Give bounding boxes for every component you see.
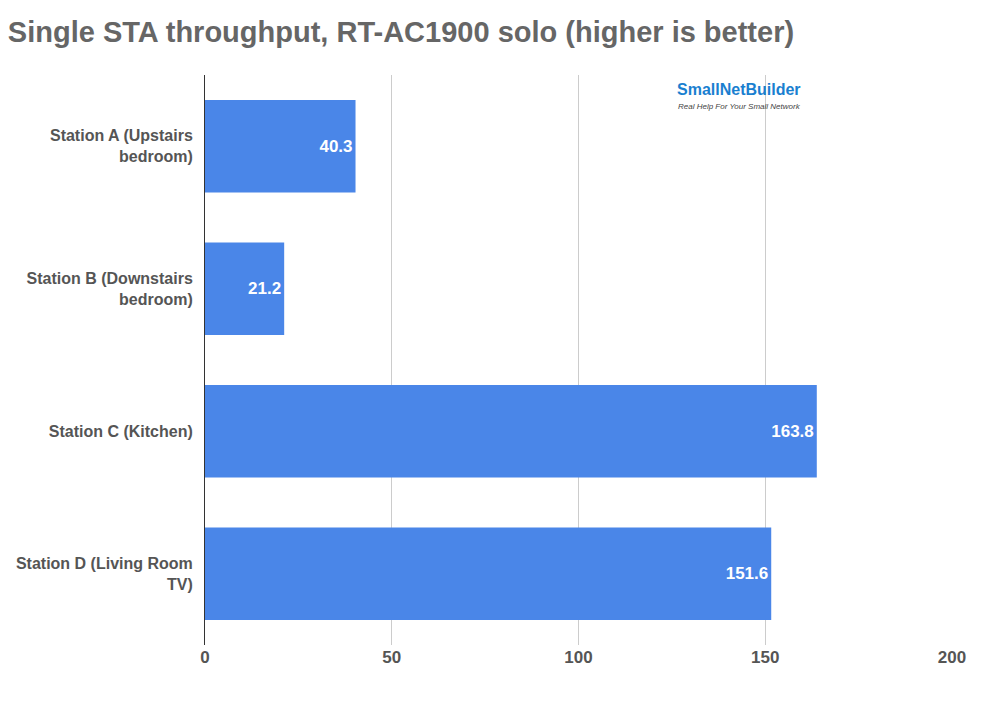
svg-text:SmallNetBuilder: SmallNetBuilder (677, 81, 801, 98)
svg-text:40.3: 40.3 (319, 137, 352, 156)
svg-text:Real Help For Your Small Netwo: Real Help For Your Small Network (678, 102, 801, 111)
svg-text:50: 50 (382, 648, 401, 667)
svg-text:150: 150 (751, 648, 779, 667)
svg-text:Station B (Downstairsbedroom): Station B (Downstairsbedroom) (27, 270, 193, 308)
svg-text:163.8: 163.8 (771, 422, 814, 441)
svg-text:Station A (Upstairsbedroom): Station A (Upstairsbedroom) (50, 127, 193, 165)
svg-text:151.6: 151.6 (726, 564, 769, 583)
svg-text:0: 0 (200, 648, 209, 667)
svg-text:200: 200 (938, 648, 966, 667)
svg-text:100: 100 (564, 648, 592, 667)
svg-text:Station D (Living RoomTV): Station D (Living RoomTV) (16, 555, 193, 593)
svg-text:Single STA throughput, RT-AC19: Single STA throughput, RT-AC1900 solo (h… (8, 16, 794, 48)
svg-text:Station C (Kitchen): Station C (Kitchen) (49, 423, 193, 440)
svg-text:21.2: 21.2 (248, 279, 281, 298)
